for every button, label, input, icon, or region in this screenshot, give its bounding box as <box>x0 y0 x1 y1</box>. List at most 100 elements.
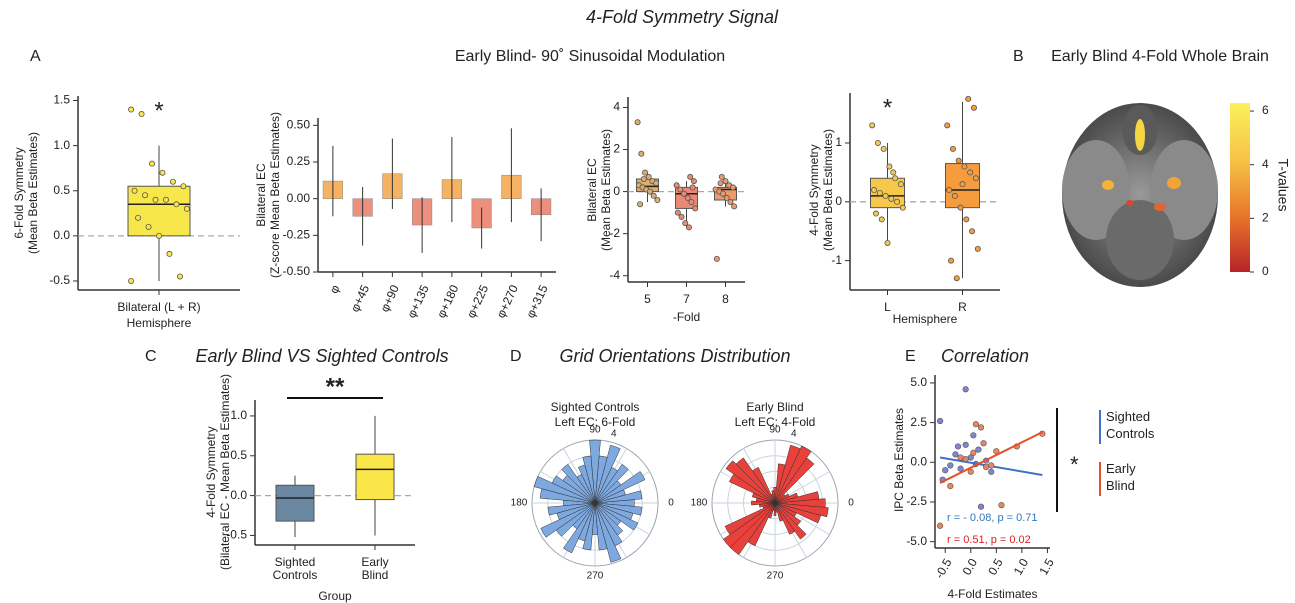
y-tick-label: 0.5 <box>230 448 247 462</box>
data-point <box>973 176 978 181</box>
data-point <box>167 251 172 256</box>
data-point <box>728 200 733 205</box>
data-point <box>971 450 977 456</box>
y-axis-label: (Z-score Mean Beta Estimates) <box>268 112 282 278</box>
data-point <box>948 463 954 469</box>
data-point <box>885 240 890 245</box>
data-point <box>146 224 151 229</box>
data-point <box>887 164 892 169</box>
x-tick-label: 7 <box>683 292 690 306</box>
data-point <box>954 276 959 281</box>
data-point <box>181 184 186 189</box>
data-point <box>679 214 684 219</box>
data-point <box>683 221 688 226</box>
data-point <box>177 274 182 279</box>
data-point <box>958 455 964 461</box>
panel-label: D <box>510 348 522 365</box>
figure-title: 4-Fold Symmetry Signal <box>586 7 779 27</box>
colorbar <box>1230 103 1250 272</box>
x-tick-label: 1.5 <box>1036 556 1057 578</box>
annotation: r = - 0.08, p = 0.71 <box>947 512 1038 524</box>
data-point <box>142 193 147 198</box>
data-point <box>637 202 642 207</box>
box <box>356 454 394 499</box>
y-tick-label: -4 <box>609 268 620 282</box>
data-point <box>719 174 724 179</box>
y-tick-label: -0.50 <box>283 264 311 278</box>
data-point <box>978 504 984 510</box>
y-tick-label: 1.5 <box>53 93 70 107</box>
data-point <box>174 202 179 207</box>
data-point <box>963 442 969 448</box>
r-tick-label: 4 <box>791 429 797 440</box>
y-tick-label: 0.00 <box>287 191 311 205</box>
data-point <box>879 217 884 222</box>
box <box>276 485 314 521</box>
angle-tick-label: 90 <box>769 425 781 436</box>
data-point <box>693 206 698 211</box>
angle-tick-label: 0 <box>668 498 674 509</box>
y-tick-label: -1 <box>831 253 842 267</box>
data-point <box>953 452 959 458</box>
data-point <box>875 140 880 145</box>
data-point <box>184 206 189 211</box>
data-point <box>983 464 989 470</box>
data-point <box>678 187 683 192</box>
data-point <box>730 185 735 190</box>
y-axis-label: (Mean Beta Estimates) <box>599 129 613 251</box>
x-tick-label: L <box>884 300 891 314</box>
panel-label: A <box>30 48 41 65</box>
data-point <box>153 197 158 202</box>
x-axis-label: Hemisphere <box>127 316 192 330</box>
data-point <box>891 170 896 175</box>
data-point <box>963 456 969 462</box>
data-point <box>958 466 964 472</box>
x-tick-label: φ+90 <box>377 282 402 314</box>
data-point <box>689 200 694 205</box>
y-axis-label: Bilateral EC <box>254 163 268 227</box>
brain-image <box>1062 103 1218 287</box>
panel-title: Early Blind VS Sighted Controls <box>195 346 448 366</box>
data-point <box>872 187 877 192</box>
x-tick-label: φ+45 <box>348 282 373 314</box>
annotation: r = 0.51, p = 0.02 <box>947 534 1031 546</box>
x-tick-label: 0.0 <box>960 556 981 578</box>
data-point <box>685 195 690 200</box>
r-tick-label: 4 <box>611 429 617 440</box>
data-point <box>873 211 878 216</box>
angle-tick-label: 180 <box>691 498 708 509</box>
y-tick-label: 0.0 <box>230 488 247 502</box>
y-axis-label: IPC Beta Estimates <box>892 408 906 512</box>
x-tick-label: φ+270 <box>494 282 522 320</box>
colorbar-label: T-values <box>1275 159 1291 212</box>
angle-tick-label: 0 <box>848 498 854 509</box>
y-tick-label: 1.0 <box>230 408 247 422</box>
data-point <box>956 158 961 163</box>
data-point <box>900 205 905 210</box>
data-point <box>960 182 965 187</box>
y-axis-label: Bilateral EC <box>585 158 599 222</box>
data-point <box>969 229 974 234</box>
data-point <box>724 195 729 200</box>
angle-tick-label: 270 <box>587 571 604 582</box>
significance: * <box>154 97 163 124</box>
subplot-title: Sighted Controls <box>551 400 640 414</box>
y-tick-label: 1 <box>835 135 842 149</box>
x-tick-label: 1.0 <box>1011 556 1032 578</box>
data-point <box>981 440 987 446</box>
data-point <box>642 170 647 175</box>
y-tick-label: 0.25 <box>287 154 311 168</box>
data-point <box>639 151 644 156</box>
panel-label: C <box>145 348 157 365</box>
data-point <box>674 183 679 188</box>
y-tick-label: -2.5 <box>906 494 927 508</box>
data-point <box>898 182 903 187</box>
data-point <box>889 196 894 201</box>
data-point <box>718 181 723 186</box>
data-point <box>945 123 950 128</box>
panel-label: B <box>1013 48 1024 65</box>
data-point <box>964 217 969 222</box>
data-point <box>999 502 1005 508</box>
legend-label: SightedControls <box>1106 409 1155 441</box>
